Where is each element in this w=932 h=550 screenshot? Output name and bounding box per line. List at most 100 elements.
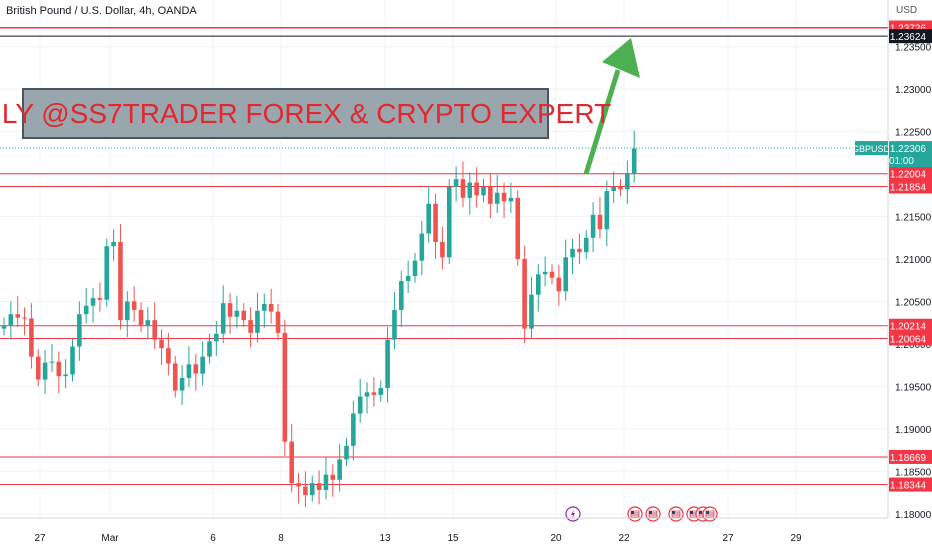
candle-body [248,320,253,333]
x-tick-label: 27 [722,533,734,544]
flag-canton [631,511,634,514]
candle-body [303,486,308,496]
candle-body [186,364,192,378]
price-axis[interactable]: 1.180001.185001.190001.195001.200001.205… [852,0,932,521]
candle-body [83,305,89,315]
flag-canton [672,511,675,514]
promo-banner-text: ONLY @SS7TRADER FOREX & CRYPTO EXPERT [0,97,612,129]
candle-body [172,363,178,391]
candle-body [275,311,281,333]
candle-body [344,445,349,460]
candle-body [467,182,473,198]
candle-body [501,192,507,202]
candle-body [316,483,322,490]
candle-body [453,179,459,187]
candle-body [378,388,384,395]
candle-body [460,179,466,198]
candle-body [611,186,616,192]
candle-body [577,248,582,253]
candle-body [282,332,288,442]
level-price-label: 1.20064 [890,334,927,345]
arrow-shaft [583,69,621,175]
candle-body [220,303,226,334]
black-level-tag [889,29,932,44]
candle-body [1,325,7,329]
candle-body [268,304,274,312]
symbol-tag [855,141,888,156]
x-tick-label: Mar [101,533,119,544]
candle-body [426,203,431,234]
candle-body [193,364,199,374]
candle-body [515,197,521,259]
y-tick-label: 1.21500 [895,213,932,224]
candle-body [385,339,390,389]
candle-body [29,318,34,357]
x-tick-label: 22 [618,533,630,544]
candle-body [392,309,397,340]
candle-body [529,294,534,329]
candle-body [570,248,575,258]
candle-body [90,298,96,306]
candle-body [104,246,110,300]
candle-body [111,242,116,247]
candle-body [522,259,527,329]
candle-body [289,441,294,484]
level-price-label: 1.21854 [890,182,927,193]
candle-body [8,314,14,326]
current-price-tag [889,141,932,168]
candle-body [323,474,329,490]
x-tick-label: 27 [34,533,46,544]
level-price-label: 1.20214 [890,322,927,333]
candle-body [618,186,623,190]
candle-body [364,392,370,397]
candle-body [118,242,123,321]
candle-body [159,339,164,349]
candle-body [549,271,555,278]
y-tick-label: 1.18500 [895,467,932,478]
candle-body [125,301,130,321]
level-price-label: 1.22004 [890,170,927,181]
candle-body [583,237,589,253]
candle-body [214,333,219,342]
current-price-label: 1.22306 [890,144,927,155]
candle-body [604,191,610,230]
candle-body [241,310,247,321]
candle-body [22,317,27,319]
candle-body [97,298,103,300]
candle-body [625,173,630,190]
candle-body [70,346,75,375]
level-price-label: 1.18344 [890,481,927,492]
candle-body [77,314,82,347]
level-price-label: 1.18669 [890,453,927,464]
promo-banner: ONLY @SS7TRADER FOREX & CRYPTO EXPERT [0,88,611,139]
candle-body [371,392,377,395]
y-tick-label: 1.20500 [895,297,932,308]
level-price-tag [889,331,932,346]
y-tick-label: 1.19500 [895,382,932,393]
candle-body [481,186,486,196]
candle-body [357,396,363,414]
time-axis[interactable]: 27 Mar 6 8 13 15 20 22 27 29 [0,517,888,544]
x-tick-label: 29 [790,533,802,544]
candle-body [351,413,356,446]
symbol-label: GBPUSD [852,144,891,154]
candle-body [131,301,137,310]
candle-body [15,314,20,318]
x-tick-label: 13 [379,533,391,544]
y-tick-label: 1.18000 [895,510,932,521]
candle-body [63,374,68,377]
x-tick-label: 8 [278,533,284,544]
candle-body [309,483,315,496]
candle-body [255,310,260,333]
flag-canton [649,511,652,514]
candle-body [488,186,493,204]
candle-body [296,483,301,487]
level-price-tag [889,449,932,464]
candle-body [337,459,342,480]
candle-body [563,257,568,292]
level-price-tag [889,477,932,492]
x-tick-label: 15 [447,533,459,544]
candle-body [440,242,445,258]
candle-body [207,341,212,357]
